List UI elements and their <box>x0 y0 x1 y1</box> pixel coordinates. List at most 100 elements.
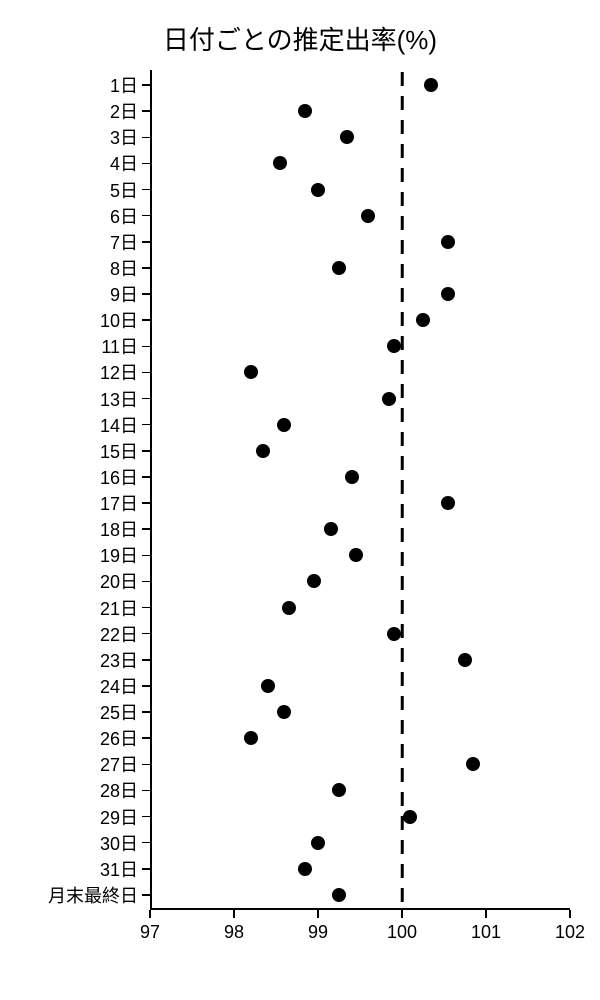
reference-line-segment <box>401 168 404 182</box>
y-axis-label: 24日 <box>100 673 150 699</box>
x-axis-label: 97 <box>140 910 160 943</box>
data-point <box>332 261 346 275</box>
data-point <box>298 862 312 876</box>
data-point <box>273 156 287 170</box>
reference-line-segment <box>401 408 404 422</box>
chart-title: 日付ごとの推定出率(%) <box>0 20 600 57</box>
reference-line-segment <box>401 792 404 806</box>
x-axis-label: 101 <box>471 910 501 943</box>
y-axis-label: 1日 <box>110 72 150 98</box>
data-point <box>277 705 291 719</box>
data-point <box>441 235 455 249</box>
y-axis-label: 4日 <box>110 150 150 176</box>
reference-line-segment <box>401 528 404 542</box>
reference-line-segment <box>401 96 404 110</box>
reference-line-segment <box>401 120 404 134</box>
y-axis-label: 月末最終日 <box>48 882 150 908</box>
reference-line-segment <box>401 600 404 614</box>
y-axis-label: 18日 <box>100 516 150 542</box>
y-axis-label: 12日 <box>100 359 150 385</box>
data-point <box>466 757 480 771</box>
reference-line-segment <box>401 552 404 566</box>
x-axis <box>150 908 570 910</box>
reference-line-segment <box>401 720 404 734</box>
data-point <box>256 444 270 458</box>
y-axis-label: 10日 <box>100 307 150 333</box>
y-axis-label: 22日 <box>100 621 150 647</box>
y-axis-label: 21日 <box>100 595 150 621</box>
data-point <box>324 522 338 536</box>
y-axis-label: 5日 <box>110 177 150 203</box>
data-point <box>458 653 472 667</box>
data-point <box>387 339 401 353</box>
data-point <box>403 810 417 824</box>
x-axis-label: 102 <box>555 910 585 943</box>
reference-line-segment <box>401 216 404 230</box>
y-axis-label: 30日 <box>100 830 150 856</box>
data-point <box>382 392 396 406</box>
data-point <box>424 78 438 92</box>
reference-line-segment <box>401 864 404 878</box>
data-point <box>298 104 312 118</box>
y-axis-label: 14日 <box>100 412 150 438</box>
data-point <box>361 209 375 223</box>
data-point <box>332 888 346 902</box>
reference-line-segment <box>401 336 404 350</box>
data-point <box>416 313 430 327</box>
data-point <box>441 287 455 301</box>
data-point <box>282 601 296 615</box>
data-point <box>441 496 455 510</box>
data-point <box>277 418 291 432</box>
y-axis-label: 6日 <box>110 203 150 229</box>
reference-line-segment <box>401 384 404 398</box>
data-point <box>261 679 275 693</box>
data-point <box>332 783 346 797</box>
reference-line-segment <box>401 312 404 326</box>
data-point <box>387 627 401 641</box>
data-point <box>311 183 325 197</box>
y-axis-label: 13日 <box>100 386 150 412</box>
y-axis-label: 8日 <box>110 255 150 281</box>
y-axis-label: 28日 <box>100 777 150 803</box>
y-axis-label: 3日 <box>110 124 150 150</box>
reference-line-segment <box>401 456 404 470</box>
data-point <box>311 836 325 850</box>
y-axis-label: 29日 <box>100 804 150 830</box>
reference-line-segment <box>401 240 404 254</box>
y-axis-label: 15日 <box>100 438 150 464</box>
plot-area: 1日2日3日4日5日6日7日8日9日10日11日12日13日14日15日16日1… <box>150 70 570 910</box>
x-axis-label: 100 <box>387 910 417 943</box>
y-axis-label: 19日 <box>100 542 150 568</box>
reference-line-segment <box>401 672 404 686</box>
reference-line-segment <box>401 264 404 278</box>
y-axis-label: 20日 <box>100 568 150 594</box>
y-axis-label: 25日 <box>100 699 150 725</box>
y-axis <box>150 70 152 910</box>
data-point <box>244 731 258 745</box>
y-axis-label: 9日 <box>110 281 150 307</box>
reference-line-segment <box>401 288 404 302</box>
reference-line-segment <box>401 480 404 494</box>
data-point <box>349 548 363 562</box>
y-axis-label: 11日 <box>101 333 150 359</box>
reference-line-segment <box>401 744 404 758</box>
reference-line-segment <box>401 72 404 86</box>
y-axis-label: 7日 <box>110 229 150 255</box>
reference-line-segment <box>401 576 404 590</box>
reference-line-segment <box>401 840 404 854</box>
reference-line-segment <box>401 504 404 518</box>
reference-line-segment <box>401 696 404 710</box>
y-axis-label: 23日 <box>100 647 150 673</box>
reference-line-segment <box>401 432 404 446</box>
reference-line-segment <box>401 888 404 902</box>
y-axis-label: 16日 <box>100 464 150 490</box>
chart-container: 日付ごとの推定出率(%) 1日2日3日4日5日6日7日8日9日10日11日12日… <box>0 0 600 1000</box>
reference-line-segment <box>401 360 404 374</box>
y-axis-label: 31日 <box>100 856 150 882</box>
data-point <box>340 130 354 144</box>
data-point <box>345 470 359 484</box>
y-axis-label: 26日 <box>100 725 150 751</box>
reference-line-segment <box>401 768 404 782</box>
y-axis-label: 17日 <box>100 490 150 516</box>
reference-line-segment <box>401 624 404 638</box>
